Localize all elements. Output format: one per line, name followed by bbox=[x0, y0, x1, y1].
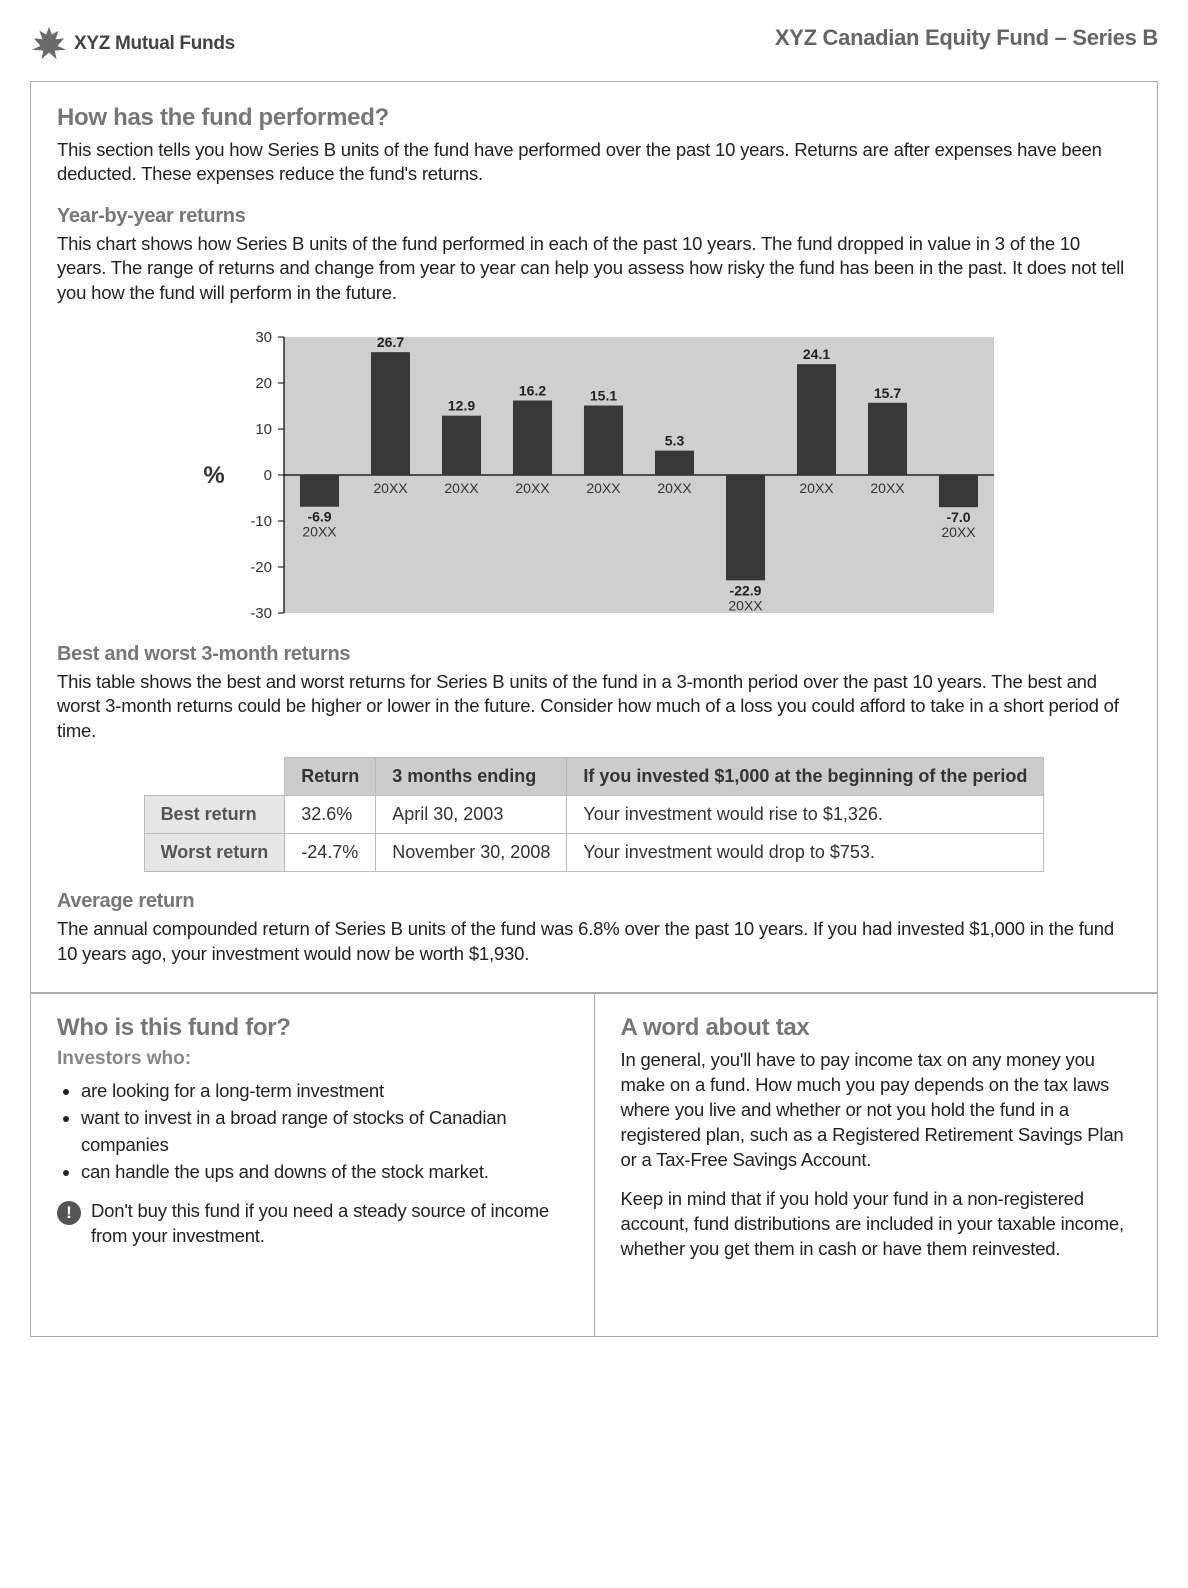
table-row: Worst return-24.7%November 30, 2008Your … bbox=[144, 834, 1044, 872]
performance-section: How has the fund performed? This section… bbox=[30, 81, 1158, 993]
best-worst-title: Best and worst 3-month returns bbox=[57, 643, 1131, 666]
who-for-bullets: are looking for a long-term investmentwa… bbox=[57, 1078, 568, 1185]
svg-text:30: 30 bbox=[255, 329, 272, 346]
svg-text:20XX: 20XX bbox=[870, 480, 905, 496]
svg-text:26.7: 26.7 bbox=[377, 334, 404, 350]
svg-text:20: 20 bbox=[255, 375, 272, 392]
performance-intro: This section tells you how Series B unit… bbox=[57, 138, 1131, 187]
svg-text:-10: -10 bbox=[250, 513, 272, 530]
svg-text:16.2: 16.2 bbox=[519, 383, 546, 399]
svg-text:15.1: 15.1 bbox=[590, 388, 617, 404]
cell-ending: April 30, 2003 bbox=[376, 796, 567, 834]
svg-text:24.1: 24.1 bbox=[803, 346, 830, 362]
list-item: can handle the ups and downs of the stoc… bbox=[81, 1159, 568, 1186]
svg-text:20XX: 20XX bbox=[373, 480, 408, 496]
fund-name: XYZ Canadian Equity Fund – Series B bbox=[775, 25, 1158, 51]
svg-text:12.9: 12.9 bbox=[448, 398, 475, 414]
svg-text:20XX: 20XX bbox=[302, 524, 337, 540]
returns-table: Return 3 months ending If you invested $… bbox=[144, 757, 1045, 872]
page-header: XYZ Mutual Funds XYZ Canadian Equity Fun… bbox=[30, 25, 1158, 63]
tax-section: A word about tax In general, you'll have… bbox=[594, 994, 1158, 1336]
svg-text:20XX: 20XX bbox=[728, 597, 763, 613]
row-label: Best return bbox=[144, 796, 285, 834]
list-item: want to invest in a broad range of stock… bbox=[81, 1105, 568, 1159]
tax-para-2: Keep in mind that if you hold your fund … bbox=[621, 1187, 1132, 1262]
svg-text:20XX: 20XX bbox=[444, 480, 479, 496]
cell-result: Your investment would rise to $1,326. bbox=[567, 796, 1044, 834]
svg-text:20XX: 20XX bbox=[586, 480, 621, 496]
performance-title: How has the fund performed? bbox=[57, 104, 1131, 132]
svg-text:20XX: 20XX bbox=[941, 524, 976, 540]
average-text: The annual compounded return of Series B… bbox=[57, 917, 1131, 966]
svg-text:5.3: 5.3 bbox=[665, 433, 685, 449]
average-title: Average return bbox=[57, 890, 1131, 913]
row-label: Worst return bbox=[144, 834, 285, 872]
col-result: If you invested $1,000 at the beginning … bbox=[567, 758, 1044, 796]
svg-text:15.7: 15.7 bbox=[874, 385, 901, 401]
list-item: are looking for a long-term investment bbox=[81, 1078, 568, 1105]
svg-text:20XX: 20XX bbox=[799, 480, 834, 496]
maple-leaf-icon bbox=[30, 25, 68, 63]
bottom-columns: Who is this fund for? Investors who: are… bbox=[30, 993, 1158, 1337]
year-by-year-text: This chart shows how Series B units of t… bbox=[57, 232, 1131, 305]
table-corner bbox=[144, 758, 285, 796]
brand-name: XYZ Mutual Funds bbox=[74, 33, 235, 55]
cell-return: 32.6% bbox=[285, 796, 376, 834]
cell-ending: November 30, 2008 bbox=[376, 834, 567, 872]
who-for-title: Who is this fund for? bbox=[57, 1014, 568, 1042]
svg-text:%: % bbox=[203, 462, 224, 489]
who-for-section: Who is this fund for? Investors who: are… bbox=[31, 994, 594, 1336]
year-by-year-title: Year-by-year returns bbox=[57, 205, 1131, 228]
col-return: Return bbox=[285, 758, 376, 796]
svg-text:-7.0: -7.0 bbox=[946, 509, 970, 525]
tax-title: A word about tax bbox=[621, 1014, 1132, 1042]
investors-label: Investors who: bbox=[57, 1048, 568, 1070]
returns-bar-chart: -30-20-100102030%-6.920XX26.720XX12.920X… bbox=[57, 325, 1131, 625]
best-worst-text: This table shows the best and worst retu… bbox=[57, 670, 1131, 743]
svg-text:-20: -20 bbox=[250, 559, 272, 576]
svg-text:20XX: 20XX bbox=[515, 480, 550, 496]
svg-text:-22.9: -22.9 bbox=[730, 582, 762, 598]
cell-return: -24.7% bbox=[285, 834, 376, 872]
svg-text:0: 0 bbox=[264, 467, 272, 484]
svg-text:10: 10 bbox=[255, 421, 272, 438]
warning-icon: ! bbox=[57, 1201, 81, 1225]
brand: XYZ Mutual Funds bbox=[30, 25, 235, 63]
tax-para-1: In general, you'll have to pay income ta… bbox=[621, 1048, 1132, 1173]
table-row: Best return32.6%April 30, 2003Your inves… bbox=[144, 796, 1044, 834]
col-ending: 3 months ending bbox=[376, 758, 567, 796]
svg-text:-30: -30 bbox=[250, 605, 272, 622]
svg-text:-6.9: -6.9 bbox=[307, 509, 331, 525]
warning-row: ! Don't buy this fund if you need a stea… bbox=[57, 1199, 568, 1248]
svg-text:20XX: 20XX bbox=[657, 480, 692, 496]
cell-result: Your investment would drop to $753. bbox=[567, 834, 1044, 872]
warning-text: Don't buy this fund if you need a steady… bbox=[91, 1199, 568, 1248]
